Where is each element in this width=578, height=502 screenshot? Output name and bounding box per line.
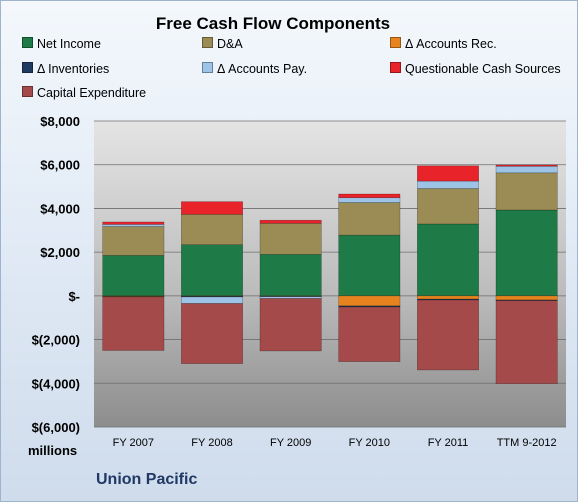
legend-item: D&A [202,37,243,51]
bar-segment [181,295,243,298]
bar-segment [495,164,558,167]
bar-segment [181,201,243,215]
bar-segment [181,214,243,246]
bar-segment [417,165,479,182]
bar-segment [181,296,243,304]
y-tick-label: $(4,000) [32,376,80,391]
y-axis-units-label: millions [28,443,78,458]
bar-segment [181,244,243,297]
y-tick-label: $(6,000) [32,420,80,435]
bar-segment [259,298,322,352]
y-tick-label: $8,000 [40,114,80,129]
legend-label: Δ Accounts Rec. [405,37,497,51]
legend-item: Questionable Cash Sources [390,62,561,76]
bar-segment [259,222,322,255]
bar-segment [417,295,479,300]
legend-item: Δ Accounts Pay. [202,62,307,76]
legend-label: Net Income [37,37,101,51]
legend-label: Questionable Cash Sources [405,62,561,76]
bar-segment [338,295,401,307]
legend-swatch [202,62,213,73]
legend-item: Net Income [22,37,101,51]
chart-title: Free Cash Flow Components [155,14,391,33]
bar-segment [102,226,165,256]
y-tick-label: $(2,000) [32,333,80,348]
bar-segment [417,223,479,297]
bar-segment [495,172,558,211]
bar-segment [102,224,165,227]
x-tick-label: FY 2011 [428,437,469,449]
legend-item: Capital Expenditure [22,86,146,100]
y-tick-label: $4,000 [40,201,80,216]
x-tick-label: TTM 9-2012 [497,437,557,449]
legend-swatch [22,62,33,73]
company-name: Union Pacific [96,471,198,488]
legend-label: Capital Expenditure [37,86,147,100]
legend-label: D&A [217,37,243,51]
y-tick-label: $6,000 [40,158,80,173]
bar-segment [102,296,165,351]
legend-swatch [390,37,401,48]
legend-swatch [390,62,401,73]
legend-label: Δ Accounts Pay. [217,62,308,76]
legend-label: Δ Inventories [37,62,110,76]
x-tick-label: FY 2010 [349,437,390,449]
bar-segment [259,219,322,224]
bar-segment [495,165,558,174]
bar-segment [495,300,558,385]
bar-segment [259,254,322,297]
bar-segment [338,197,401,203]
bar-segment [338,234,401,297]
bar-segment [338,202,401,236]
bar-segment [495,295,558,301]
y-tick-label: $- [68,289,80,304]
bar-segment [417,188,479,225]
bar-segment [417,299,479,371]
bar-segment [259,296,322,299]
bar-segment [102,255,165,297]
bar-segment [102,221,165,225]
bar-segment [417,180,479,189]
x-tick-label: FY 2007 [113,437,154,449]
x-tick-label: FY 2009 [270,437,311,449]
y-tick-label: $2,000 [40,245,80,260]
bar-segment [495,209,558,297]
legend-swatch [22,37,33,48]
bar-segment [338,306,401,362]
legend-swatch [22,86,33,97]
legend-item: Δ Accounts Rec. [390,37,497,51]
x-tick-label: FY 2008 [191,437,232,449]
legend-item: Δ Inventories [22,62,109,76]
bar-segment [338,193,401,199]
plot-area [94,121,566,427]
bar-segment [181,303,243,364]
legend-swatch [202,37,213,48]
